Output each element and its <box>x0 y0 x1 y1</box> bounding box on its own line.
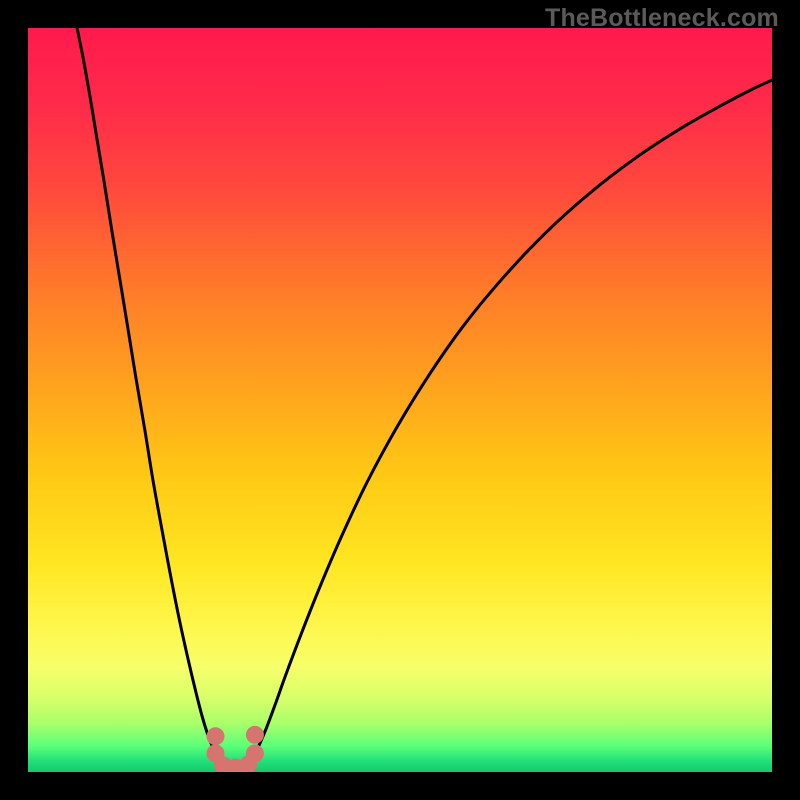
plot-area <box>28 28 772 772</box>
chart-frame: TheBottleneck.com <box>0 0 800 800</box>
bottleneck-curve-left-branch <box>77 28 215 753</box>
valley-marker-dot <box>246 744 264 762</box>
curve-layer <box>28 28 772 772</box>
bottleneck-curve-right-branch <box>255 80 772 753</box>
valley-marker-dot <box>246 726 264 744</box>
watermark-label: TheBottleneck.com <box>545 4 779 33</box>
valley-marker-dot <box>206 727 224 745</box>
